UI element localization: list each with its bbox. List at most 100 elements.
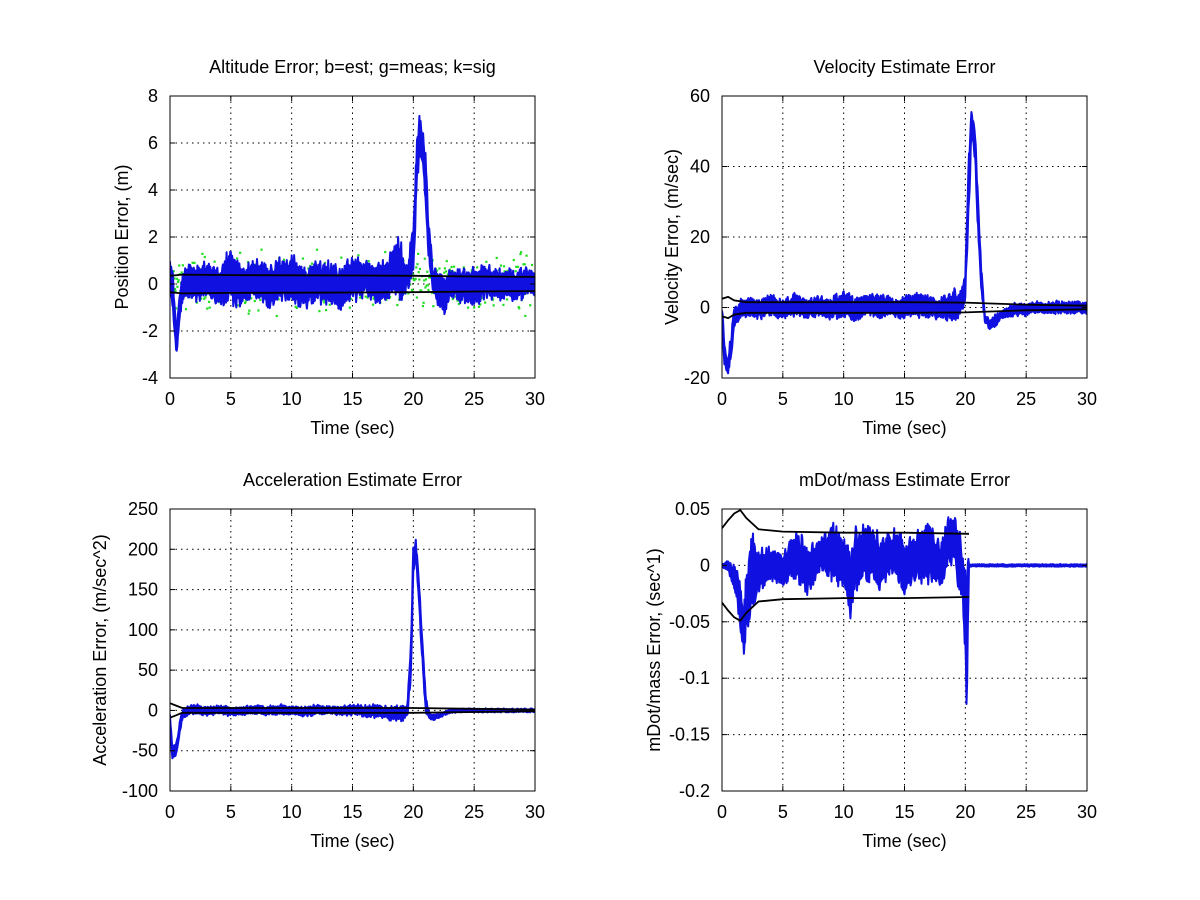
meas-point [506, 269, 509, 272]
y-tick-label: -20 [684, 368, 710, 388]
meas-point [247, 312, 250, 315]
meas-point [282, 258, 286, 261]
meas-point [417, 252, 420, 255]
meas-point [514, 270, 517, 273]
meas-point [384, 250, 387, 254]
meas-point [502, 265, 506, 268]
x-tick-label: 30 [1077, 389, 1097, 409]
meas-point [323, 301, 326, 304]
meas-point [191, 261, 194, 264]
meas-point [239, 251, 242, 254]
meas-point [519, 252, 522, 256]
meas-point [424, 278, 428, 281]
meas-point [367, 260, 370, 263]
meas-point [203, 297, 206, 300]
series-sig-upper [722, 295, 1087, 307]
meas-point [515, 265, 518, 268]
x-tick-label: 10 [282, 389, 302, 409]
meas-point [184, 308, 188, 311]
meas-point [203, 255, 206, 259]
y-tick-label: 40 [690, 157, 710, 177]
meas-point [253, 299, 256, 303]
x-axis-label: Time (sec) [310, 418, 394, 438]
meas-point [499, 264, 503, 267]
x-tick-label: 0 [165, 802, 175, 822]
meas-point [371, 303, 375, 306]
x-tick-label: 30 [525, 802, 545, 822]
meas-point [477, 305, 481, 308]
x-tick-label: 25 [464, 802, 484, 822]
meas-point [396, 303, 399, 307]
y-tick-label: -50 [132, 741, 158, 761]
series-sig-lower [170, 710, 535, 719]
chart-title: Velocity Estimate Error [813, 57, 995, 77]
meas-point [243, 301, 247, 305]
meas-point [426, 284, 429, 287]
chart-title: Acceleration Estimate Error [243, 470, 462, 490]
meas-point [359, 296, 362, 299]
x-tick-label: 25 [1016, 802, 1036, 822]
meas-point [248, 309, 251, 312]
meas-point [473, 306, 476, 309]
meas-point [476, 266, 479, 269]
chart-title: Altitude Error; b=est; g=meas; k=sig [209, 57, 496, 77]
meas-point [425, 284, 428, 287]
meas-point [452, 265, 456, 268]
y-tick-label: 0.05 [675, 499, 710, 519]
meas-point [364, 295, 367, 298]
meas-point [366, 296, 369, 299]
y-tick-label: -100 [122, 781, 158, 801]
x-axis-label: Time (sec) [862, 418, 946, 438]
x-tick-label: 25 [1016, 389, 1036, 409]
meas-point [417, 271, 420, 274]
y-tick-label: -4 [142, 368, 158, 388]
meas-point [173, 277, 176, 280]
meas-point [451, 297, 454, 301]
y-tick-label: -0.15 [669, 725, 710, 745]
y-tick-label: 4 [148, 180, 158, 200]
meas-point [411, 289, 414, 292]
y-tick-label: -0.1 [679, 668, 710, 688]
y-tick-label: 20 [690, 227, 710, 247]
meas-point [522, 263, 525, 266]
y-tick-label: 100 [128, 620, 158, 640]
meas-point [420, 289, 423, 292]
meas-point [310, 262, 314, 265]
x-tick-label: 5 [778, 802, 788, 822]
meas-point [415, 296, 418, 299]
meas-point [443, 271, 446, 274]
meas-point [407, 292, 410, 295]
y-tick-label: 150 [128, 580, 158, 600]
meas-point [174, 290, 177, 293]
y-tick-label: 250 [128, 499, 158, 519]
subplot-4: 0 5 10 15 20 25 30 -0.2 -0.15 -0.1 -0.05 0 0.05 mDot/… [644, 470, 1097, 851]
meas-point [426, 270, 429, 273]
meas-point [213, 260, 216, 263]
series-sig-upper [170, 273, 535, 278]
x-tick-label: 0 [717, 389, 727, 409]
x-tick-label: 25 [464, 389, 484, 409]
x-tick-label: 15 [894, 389, 914, 409]
meas-point [517, 306, 520, 309]
meas-point [176, 280, 180, 284]
meas-point [412, 273, 415, 276]
y-tick-label: 0 [700, 555, 710, 575]
meas-point [445, 260, 448, 263]
meas-point [301, 257, 305, 260]
y-tick-label: 200 [128, 539, 158, 559]
meas-point [173, 287, 177, 291]
meas-point [450, 265, 453, 269]
meas-point [318, 310, 321, 313]
meas-point [294, 305, 297, 308]
x-tick-label: 0 [717, 802, 727, 822]
y-tick-label: -0.2 [679, 781, 710, 801]
meas-point [181, 264, 184, 267]
x-tick-label: 30 [1077, 802, 1097, 822]
meas-point [427, 288, 430, 292]
meas-point [457, 302, 461, 306]
subplot-3: 0 5 10 15 20 25 30 -100 -50 0 50 100 150 200 250 Accele… [90, 470, 545, 851]
meas-point [524, 314, 527, 318]
meas-point [295, 306, 298, 309]
meas-point [502, 303, 505, 307]
